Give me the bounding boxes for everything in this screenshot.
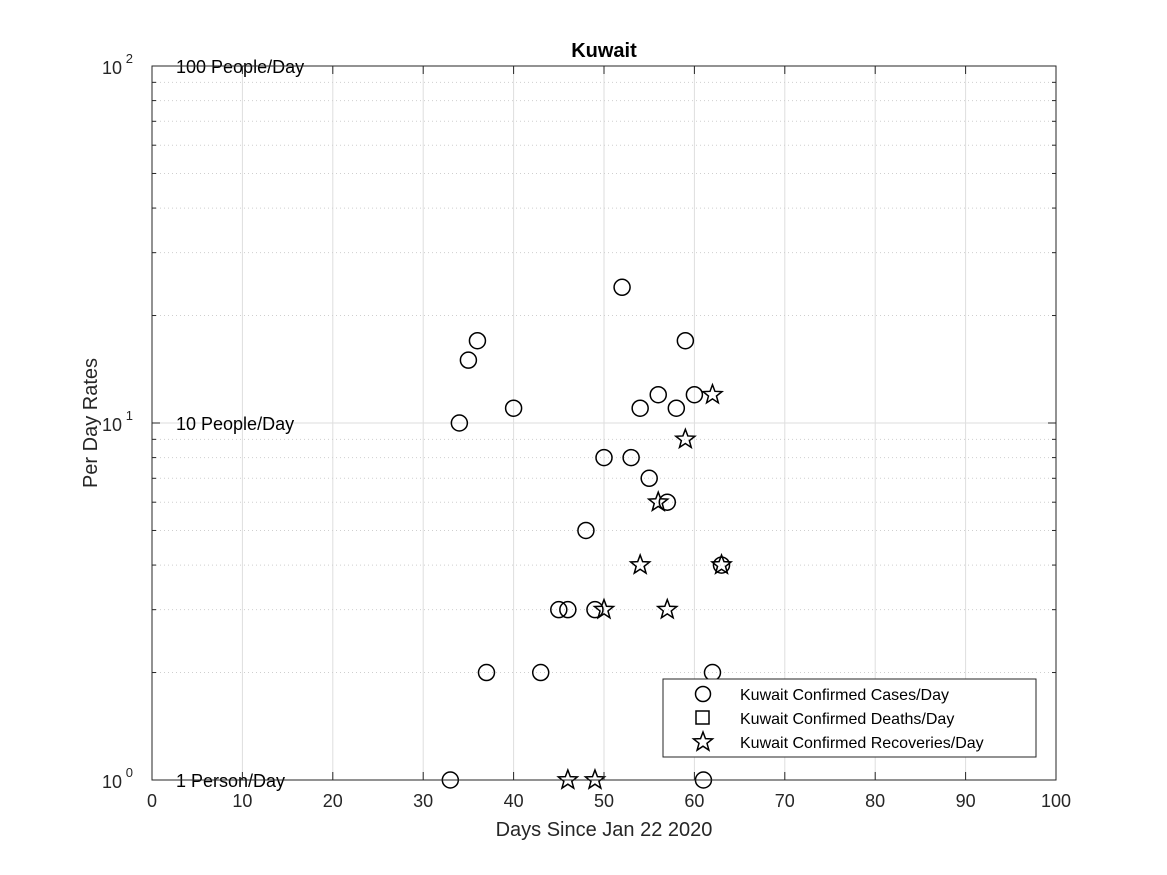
recoveries-point <box>655 597 679 620</box>
recoveries-point <box>556 767 580 790</box>
cases-point <box>468 331 487 350</box>
y-tick-exponent: 0 <box>126 765 133 780</box>
cases-point <box>640 469 658 488</box>
cases-point <box>577 521 595 540</box>
cases-point <box>622 448 640 467</box>
legend-star-marker <box>691 729 715 752</box>
cases-point <box>658 493 677 511</box>
recoveries-point <box>592 597 616 620</box>
recoveries-point <box>673 427 697 450</box>
legend-star-shape <box>691 729 715 752</box>
cases-point <box>586 600 604 619</box>
x-tick-label: 20 <box>323 791 343 811</box>
recoveries-point <box>583 767 607 790</box>
legend-box <box>662 678 1037 758</box>
recoveries-point <box>646 490 670 513</box>
cases-point <box>595 448 613 467</box>
y-axis-label: Per Day Rates <box>80 358 102 488</box>
x-tick-label: 70 <box>775 791 795 811</box>
cases-point <box>667 399 686 417</box>
legend-label-deaths: Kuwait Confirmed Deaths/Day <box>740 711 954 728</box>
chart-title: Kuwait <box>571 40 637 62</box>
cases-point <box>504 399 523 417</box>
legend-label-recoveries: Kuwait Confirmed Recoveries/Day <box>740 735 984 752</box>
recoveries-point <box>628 552 652 575</box>
legend: Kuwait Confirmed Cases/Day Kuwait Confir… <box>662 678 1037 758</box>
y-tick-exponent: 1 <box>126 408 133 423</box>
x-tick-label: 50 <box>594 791 614 811</box>
rate-annotation: 100 People/Day <box>176 57 304 77</box>
y-tick-label: 10 <box>102 772 122 792</box>
cases-point <box>450 414 469 432</box>
x-tick-label: 10 <box>232 791 252 811</box>
x-tick-label: 40 <box>504 791 524 811</box>
cases-point <box>559 600 577 619</box>
x-tick-label: 90 <box>956 791 976 811</box>
y-tick-exponent: 2 <box>126 51 133 66</box>
cases-point <box>685 385 704 404</box>
rate-annotation: 1 Person/Day <box>176 771 285 791</box>
x-tick-label: 60 <box>684 791 704 811</box>
cases-point <box>676 331 695 350</box>
cases-point <box>631 399 649 417</box>
y-tick-label: 10 <box>102 415 122 435</box>
y-tick-label: 10 <box>102 58 122 78</box>
x-tick-label: 80 <box>865 791 885 811</box>
cases-point <box>649 385 667 404</box>
recoveries-point <box>700 382 725 405</box>
legend-circle-marker <box>694 685 712 703</box>
x-tick-label: 0 <box>147 791 157 811</box>
cases-point <box>531 663 550 682</box>
legend-square-marker <box>695 710 710 725</box>
x-tick-label: 100 <box>1041 791 1071 811</box>
cases-point <box>613 278 631 297</box>
cases-point <box>459 351 478 369</box>
recoveries-point <box>709 552 734 575</box>
rate-annotations: 100 People/Day 10 People/Day 1 Person/Day <box>176 57 304 791</box>
rate-annotation: 10 People/Day <box>176 414 294 434</box>
cases-point <box>550 600 568 619</box>
cases-point <box>477 663 496 682</box>
x-tick-label: 30 <box>413 791 433 811</box>
legend-label-cases: Kuwait Confirmed Cases/Day <box>740 687 949 704</box>
x-axis-label: Days Since Jan 22 2020 <box>496 819 713 841</box>
